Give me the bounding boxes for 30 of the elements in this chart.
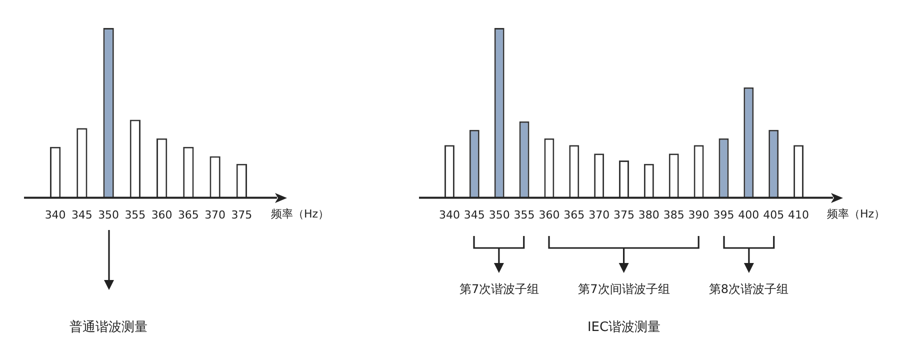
- x-tick-label: 360: [151, 208, 172, 222]
- x-tick-label: 405: [763, 208, 784, 222]
- x-tick-label: 375: [231, 208, 252, 222]
- x-tick-label: 365: [564, 208, 585, 222]
- x-tick-label: 390: [688, 208, 710, 222]
- x-tick-label: 355: [514, 208, 535, 222]
- text: 第7次谐波子组: [460, 281, 540, 298]
- x-tick-label: 355: [124, 208, 146, 222]
- x-tick-label: 350: [98, 208, 120, 222]
- x-tick-label: 350: [488, 208, 510, 222]
- x-tick-label: 345: [464, 208, 485, 222]
- x-axis-title: 频率（Hz）: [827, 208, 886, 221]
- x-tick-label: 385: [663, 208, 684, 222]
- x-axis-title: 频率（Hz）: [271, 208, 330, 221]
- x-tick-label: 370: [588, 208, 610, 222]
- x-tick-label: 375: [614, 208, 634, 222]
- x-tick-label: 410: [788, 208, 810, 222]
- text: 第7次间谐波子组: [578, 281, 670, 298]
- text: 第8次谐波子组: [708, 281, 788, 298]
- text: IEC谐波测量: [587, 319, 661, 336]
- x-tick-label: 380: [638, 208, 660, 222]
- x-tick-label: 360: [538, 208, 560, 222]
- x-tick-label: 365: [178, 208, 199, 222]
- x-tick-label: 340: [44, 208, 66, 222]
- x-tick-label: 345: [71, 208, 92, 222]
- x-tick-label: 370: [204, 208, 226, 222]
- x-tick-label: 400: [738, 208, 760, 222]
- x-tick-label: 340: [438, 208, 460, 222]
- x-tick-label: 395: [713, 208, 734, 222]
- text: 普通谐波测量: [70, 318, 148, 336]
